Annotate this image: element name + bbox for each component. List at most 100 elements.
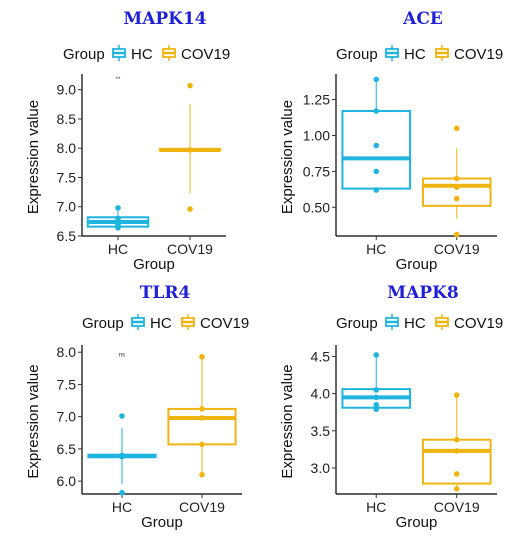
data-point — [199, 471, 205, 478]
legend-key-hc — [131, 314, 145, 330]
x-tick-label: COV19 — [434, 241, 480, 257]
data-point — [373, 401, 380, 408]
legend: Group HC COV19 — [82, 314, 249, 332]
x-tick-label: HC — [112, 499, 132, 515]
y-tick-label: 8.0 — [57, 140, 77, 156]
y-tick-label: 1.00 — [303, 127, 330, 143]
legend-key-cov19 — [435, 45, 449, 61]
data-point — [187, 82, 193, 89]
data-point — [373, 352, 380, 358]
x-tick-label: COV19 — [179, 499, 225, 515]
data-point — [373, 394, 380, 401]
significance-label: ns — [119, 353, 125, 359]
panel-title: MAPK8 — [387, 283, 458, 303]
y-tick-label: 3.5 — [311, 423, 331, 439]
panel-title: ACE — [402, 9, 443, 29]
legend-key-cov19 — [181, 314, 195, 330]
data-point — [453, 184, 460, 190]
data-point — [199, 406, 205, 412]
y-tick-label: 0.50 — [303, 199, 330, 215]
legend-label: COV19 — [200, 315, 249, 332]
panel-title: MAPK14 — [123, 9, 206, 29]
y-tick-label: 6.0 — [57, 473, 77, 489]
y-tick-label: 0.75 — [303, 163, 330, 179]
legend-key-hc — [385, 45, 399, 61]
data-point — [453, 471, 460, 477]
x-tick-label: HC — [108, 241, 128, 257]
legend-key-cov19 — [435, 314, 449, 330]
y-tick-label: 3.0 — [311, 460, 331, 476]
legend: Group HC COV19 — [63, 45, 230, 63]
legend-key-hc — [112, 45, 126, 61]
data-point — [373, 142, 380, 149]
significance-label: ** — [116, 77, 121, 83]
y-tick-label: 9.0 — [57, 82, 77, 98]
data-point — [119, 489, 125, 496]
y-tick-label: 6.5 — [57, 441, 77, 457]
legend-label: COV19 — [181, 46, 230, 63]
x-axis-title: Group — [133, 256, 175, 273]
data-point — [373, 387, 380, 393]
box-hc — [341, 76, 412, 193]
y-axis-title: Expression value — [279, 364, 296, 478]
box-hc — [341, 352, 412, 413]
y-tick-label: 8.5 — [57, 111, 77, 127]
legend-title: Group — [82, 315, 124, 332]
x-axis-title: Group — [396, 256, 438, 273]
data-point — [119, 453, 125, 460]
legend-title: Group — [336, 315, 378, 332]
y-tick-label: 7.0 — [57, 409, 77, 425]
y-tick-label: 1.25 — [303, 92, 330, 108]
x-tick-label: HC — [366, 499, 386, 515]
data-point — [453, 448, 460, 454]
box-cov19 — [421, 125, 492, 238]
legend-label: COV19 — [454, 315, 503, 332]
data-point — [187, 147, 193, 153]
legend-title: Group — [63, 46, 105, 63]
iqr-box — [421, 177, 492, 207]
data-point — [453, 195, 460, 202]
y-axis-title: Expression value — [25, 364, 42, 478]
x-axis-title: Group — [141, 514, 183, 531]
data-point — [453, 436, 460, 443]
data-point — [373, 187, 380, 193]
data-point — [115, 225, 121, 231]
box-cov19 — [167, 353, 237, 478]
box-hc — [87, 413, 157, 496]
y-axis-title: Expression value — [279, 100, 296, 214]
legend-title: Group — [336, 46, 378, 63]
data-point — [187, 206, 193, 212]
y-tick-label: 7.5 — [57, 376, 77, 392]
data-point — [199, 353, 205, 360]
panel-mapk14: MAPK14 Group HC COV19 6.5 7.0 7.5 8.0 8.5 9.0 HC CO… — [25, 9, 230, 273]
data-point — [453, 392, 460, 398]
data-point — [115, 205, 121, 211]
y-tick-label: 4.5 — [311, 348, 331, 364]
y-tick-label: 6.5 — [57, 228, 77, 244]
legend-label: HC — [404, 46, 426, 63]
legend: Group HC COV19 — [336, 314, 503, 332]
data-point — [119, 413, 125, 419]
x-tick-label: COV19 — [167, 241, 213, 257]
box-cov19 — [421, 392, 492, 492]
legend-label: HC — [404, 315, 426, 332]
y-tick-label: 7.0 — [57, 199, 77, 215]
iqr-box — [421, 438, 492, 485]
legend: Group HC COV19 — [336, 45, 503, 63]
box-cov19 — [158, 82, 222, 212]
y-tick-label: 4.0 — [311, 386, 331, 402]
iqr-box — [167, 407, 237, 446]
data-point — [453, 125, 460, 132]
legend-label: HC — [150, 315, 172, 332]
x-tick-label: HC — [366, 241, 386, 257]
iqr-box — [341, 110, 412, 190]
data-point — [373, 406, 380, 413]
data-point — [199, 415, 205, 421]
legend-key-hc — [385, 314, 399, 330]
data-point — [199, 441, 205, 448]
y-tick-label: 8.0 — [57, 344, 77, 360]
x-tick-label: COV19 — [434, 499, 480, 515]
